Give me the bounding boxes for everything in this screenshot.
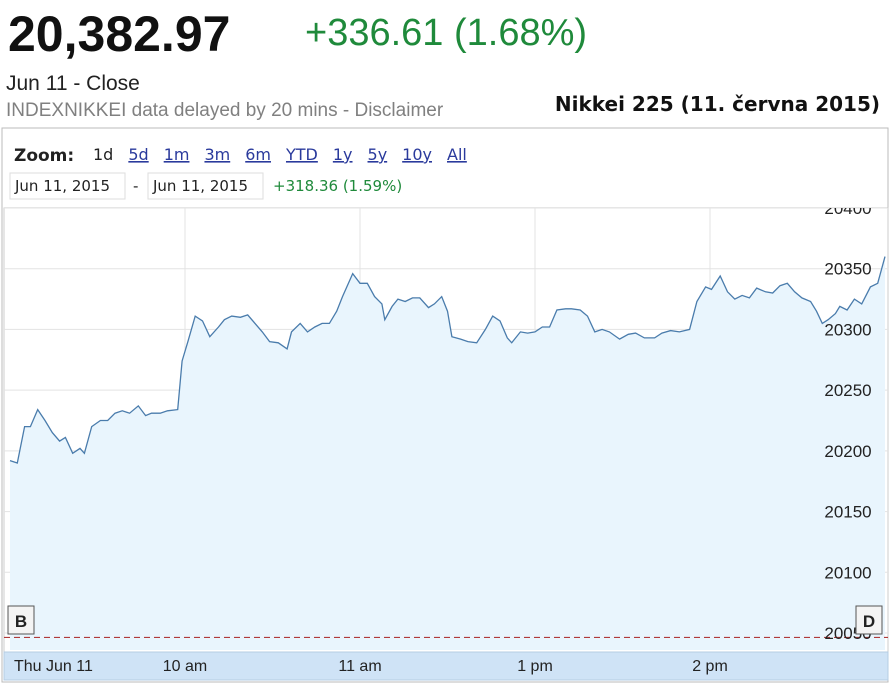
x-tick-label: 11 am (338, 658, 381, 675)
data-source: INDEXNIKKEI data delayed by 20 mins - Di… (6, 100, 444, 121)
flag-box (855, 605, 883, 635)
flag-label: B (15, 612, 27, 631)
date-input[interactable] (147, 172, 264, 200)
x-tick-label: Thu Jun 11 (14, 658, 93, 675)
x-axis-bar (3, 651, 889, 681)
flag-label: D (863, 612, 875, 631)
y-tick-label: 20150 (824, 503, 871, 522)
zoom-option[interactable]: 6m (245, 145, 271, 164)
zoom-option[interactable]: 5d (128, 145, 148, 164)
y-tick-label: 20400 (824, 199, 871, 218)
flag-box (7, 605, 35, 635)
y-tick-label: 20250 (824, 381, 871, 400)
y-tick-label: 20100 (824, 563, 871, 582)
date-input[interactable] (9, 172, 126, 200)
zoom-option[interactable]: 3m (204, 145, 230, 164)
zoom-option[interactable]: 10y (402, 145, 432, 164)
range-from: Jun 11, 2015 (14, 177, 110, 195)
range-to: Jun 11, 2015 (152, 177, 248, 195)
zoom-label: Zoom: (14, 146, 74, 166)
x-axis: Thu Jun 11 10 am 11 am 1 pm 2 pm (14, 658, 728, 675)
zoom-option[interactable]: YTD (285, 145, 318, 164)
x-tick-label: 2 pm (692, 658, 728, 675)
y-tick-label: 20200 (824, 442, 871, 461)
price-change: +336.61 (1.68%) (305, 12, 587, 54)
x-tick-label: 1 pm (517, 658, 553, 675)
zoom-option[interactable]: 1d (93, 145, 113, 164)
y-tick-label: 20350 (824, 260, 871, 279)
range-separator: - (133, 177, 138, 195)
zoom-option[interactable]: All (447, 145, 467, 164)
zoom-option[interactable]: 1y (333, 145, 353, 164)
y-tick-label: 20300 (824, 320, 871, 339)
zoom-options: 1d 5d 1m 3m 6m YTD 1y 5y 10y All (93, 145, 467, 164)
area (10, 256, 885, 650)
caption: Nikkei 225 (11. června 2015) (555, 92, 880, 116)
price: 20,382.97 (8, 6, 230, 62)
close-date: Jun 11 - Close (6, 72, 140, 95)
zoom-option[interactable]: 5y (368, 145, 388, 164)
range-change: +318.36 (1.59%) (273, 177, 402, 195)
price-line (9, 256, 886, 464)
x-tick-label: 10 am (163, 658, 207, 675)
zoom-option[interactable]: 1m (164, 145, 190, 164)
